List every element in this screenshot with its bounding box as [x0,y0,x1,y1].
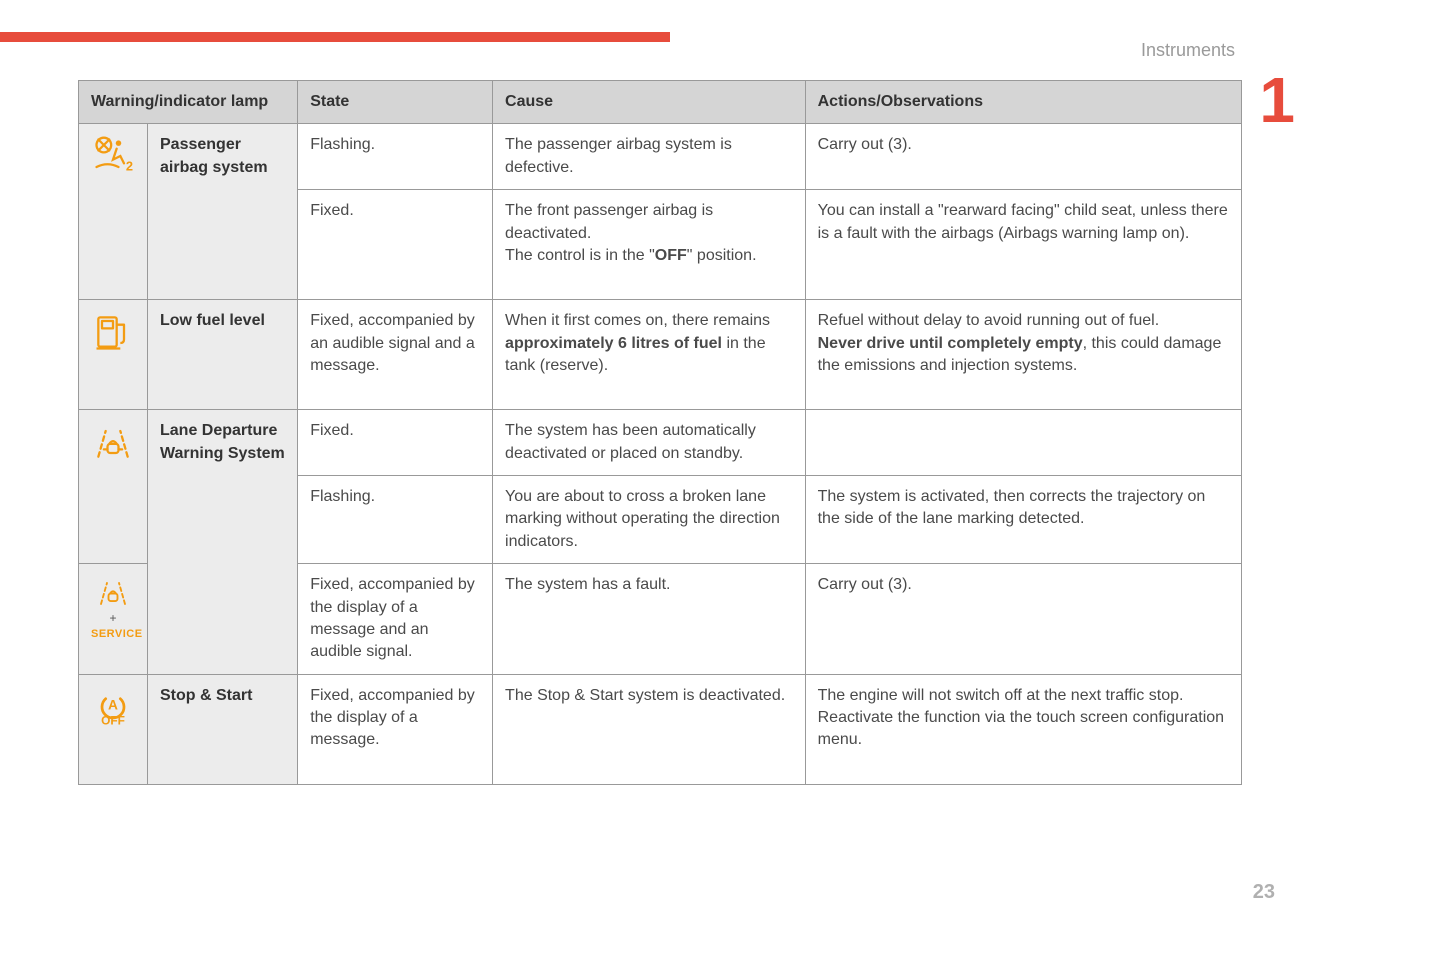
action-cell: Refuel without delay to avoid running ou… [805,300,1241,410]
stop-start-off-icon: A OFF [91,685,135,729]
action-cell: The engine will not switch off at the ne… [805,674,1241,784]
state-cell: Fixed, accompanied by the display of a m… [298,674,493,784]
cause-cell: The system has been automatically deacti… [493,410,806,476]
state-cell: Flashing. [298,475,493,563]
accent-bar [0,32,670,42]
lane-departure-icon [91,420,135,464]
icon-cell [79,300,148,410]
table-row: 2 Passenger airbag system Flashing. The … [79,124,1242,190]
th-lamp: Warning/indicator lamp [79,81,298,124]
action-cell: Carry out (3). [805,564,1241,675]
lane-departure-service-icon [91,574,135,610]
cause-cell: When it first comes on, there remains ap… [493,300,806,410]
th-state: State [298,81,493,124]
service-label: SERVICE [91,627,135,642]
th-cause: Cause [493,81,806,124]
cause-cell: The front passenger airbag is deactivate… [493,190,806,300]
chapter-number: 1 [1259,75,1295,126]
lamp-name: Passenger airbag system [148,124,298,300]
table-row: A OFF Stop & Start Fixed, accompanied by… [79,674,1242,784]
state-cell: Fixed. [298,190,493,300]
state-cell: Fixed, accompanied by the display of a m… [298,564,493,675]
svg-text:2: 2 [126,159,133,174]
lamp-name: Stop & Start [148,674,298,784]
svg-text:OFF: OFF [101,713,125,727]
page-number: 23 [1253,881,1275,904]
action-cell [805,410,1241,476]
action-cell: You can install a "rearward facing" chil… [805,190,1241,300]
icon-cell [79,410,148,564]
state-cell: Flashing. [298,124,493,190]
lamp-name: Low fuel level [148,300,298,410]
action-cell: The system is activated, then corrects t… [805,475,1241,563]
icon-cell: + SERVICE [79,564,148,675]
cause-cell: The Stop & Start system is deactivated. [493,674,806,784]
icon-cell: A OFF [79,674,148,784]
section-label: Instruments [1141,40,1235,61]
cause-cell: You are about to cross a broken lane mar… [493,475,806,563]
table-row: Lane Departure Warning System Fixed. The… [79,410,1242,476]
table-header-row: Warning/indicator lamp State Cause Actio… [79,81,1242,124]
state-cell: Fixed, accompanied by an audible signal … [298,300,493,410]
cause-cell: The passenger airbag system is defective… [493,124,806,190]
cause-cell: The system has a fault. [493,564,806,675]
icon-cell: 2 [79,124,148,300]
fuel-pump-icon [91,310,135,354]
table-row: Low fuel level Fixed, accompanied by an … [79,300,1242,410]
warning-lamp-table: Warning/indicator lamp State Cause Actio… [78,80,1242,785]
airbag-icon: 2 [91,134,135,178]
lamp-name: Lane Departure Warning System [148,410,298,675]
svg-text:A: A [108,697,118,712]
action-cell: Carry out (3). [805,124,1241,190]
state-cell: Fixed. [298,410,493,476]
th-actions: Actions/Observations [805,81,1241,124]
plus-symbol: + [91,610,135,627]
